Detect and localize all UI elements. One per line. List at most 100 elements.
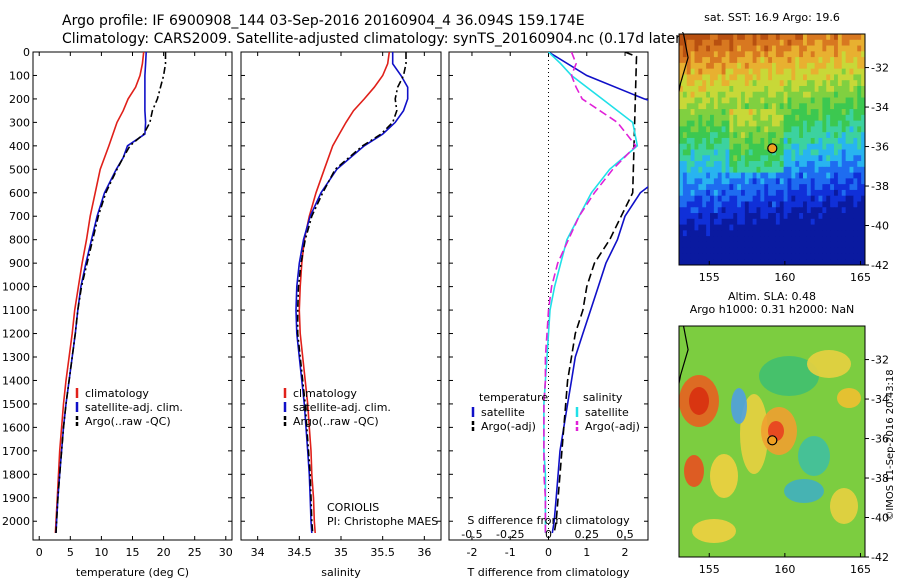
sst-cell xyxy=(764,236,769,243)
sst-cell xyxy=(768,259,773,265)
sst-cell xyxy=(717,143,723,150)
sst-cell xyxy=(845,39,850,46)
sst-cell xyxy=(779,143,785,150)
sst-cell xyxy=(841,57,847,64)
sst-cell xyxy=(729,166,734,174)
sst-cell xyxy=(779,120,785,127)
sst-cell xyxy=(764,103,769,110)
sst-cell xyxy=(845,241,850,249)
sst-cell xyxy=(744,132,750,139)
salinity-diff-tick-label: 0.5 xyxy=(616,528,634,541)
sst-cell xyxy=(803,259,808,265)
sst-cell xyxy=(721,178,726,185)
sst-cell xyxy=(837,213,843,220)
sst-cell xyxy=(686,91,692,98)
sst-cell xyxy=(682,68,688,75)
sst-cell xyxy=(706,236,711,243)
sst-cell xyxy=(818,91,823,98)
sst-cell xyxy=(772,97,777,104)
sst-cell xyxy=(764,80,769,87)
sla-blob xyxy=(731,388,747,424)
sst-cell xyxy=(686,120,692,127)
sst-cell xyxy=(737,259,742,265)
sst-cell xyxy=(679,224,684,231)
sst-cell xyxy=(806,201,812,208)
sst-cell xyxy=(853,120,858,127)
diff-xtick-label: 1 xyxy=(583,546,590,559)
sst-cell xyxy=(686,45,692,52)
sst-cell xyxy=(795,39,800,46)
sst-cell xyxy=(717,178,723,185)
sst-cell xyxy=(756,236,761,243)
sst-cell xyxy=(849,85,854,93)
sst-cell xyxy=(679,62,684,70)
sst-cell xyxy=(725,189,730,197)
sst-cell xyxy=(830,109,835,116)
sst-cell xyxy=(706,218,711,225)
argo-float-marker xyxy=(767,435,778,446)
sst-cell xyxy=(779,80,785,87)
sst-cell xyxy=(702,39,707,46)
sst-cell xyxy=(710,230,715,237)
sst-cell xyxy=(682,114,688,122)
sst-cell xyxy=(845,34,850,41)
sst-cell xyxy=(741,259,746,265)
sst-cell xyxy=(713,109,719,116)
sst-cell xyxy=(725,224,730,231)
sla-blob xyxy=(830,488,858,524)
sst-cell xyxy=(818,132,823,139)
sst-cell xyxy=(783,39,788,46)
sst-cell xyxy=(733,166,738,174)
sst-cell xyxy=(702,57,707,64)
sst-cell xyxy=(768,80,773,87)
sst-cell xyxy=(861,39,865,46)
sst-cell xyxy=(837,253,843,260)
sst-cell xyxy=(783,155,788,162)
sst-cell xyxy=(849,34,854,41)
sst-cell xyxy=(779,241,785,249)
sst-cell xyxy=(741,103,746,110)
sst-cell xyxy=(772,45,777,52)
sst-cell xyxy=(845,189,850,197)
sst-cell xyxy=(733,207,738,214)
sst-cell xyxy=(698,241,703,249)
sst-cell xyxy=(698,91,703,98)
sst-cell xyxy=(682,85,688,93)
sst-cell xyxy=(768,230,773,237)
sst-cell xyxy=(826,97,831,104)
sst-cell xyxy=(686,51,692,58)
sst-cell xyxy=(818,259,823,265)
sst-cell xyxy=(841,155,847,162)
sst-cell xyxy=(841,103,847,110)
sst-cell xyxy=(733,103,738,110)
sst-cell xyxy=(748,97,754,104)
sst-cell xyxy=(853,149,858,156)
sst-cell xyxy=(834,166,839,174)
sst-cell xyxy=(791,155,796,162)
sst-cell xyxy=(775,132,781,139)
sla-blob xyxy=(759,356,819,396)
sst-cell xyxy=(733,85,738,93)
sst-cell xyxy=(717,259,723,265)
sst-cell xyxy=(702,91,707,98)
depth-tick-label: 1800 xyxy=(2,468,30,481)
sst-cell xyxy=(861,201,865,208)
sst-cell xyxy=(686,161,692,168)
sst-cell xyxy=(791,207,796,214)
sst-cell xyxy=(799,74,804,81)
sst-cell xyxy=(775,126,781,133)
sst-cell xyxy=(779,253,785,260)
sst-cell xyxy=(725,218,730,225)
sst-cell xyxy=(803,207,808,214)
sst-cell xyxy=(752,97,757,104)
sst-cell xyxy=(717,91,723,98)
sst-cell xyxy=(694,51,699,58)
sst-cell xyxy=(837,155,843,162)
sst-cell xyxy=(857,259,862,265)
sst-cell xyxy=(779,218,785,225)
sst-cell xyxy=(721,166,726,174)
sst-cell xyxy=(772,137,777,145)
sst-cell xyxy=(733,68,738,75)
sst-cell xyxy=(702,149,707,156)
sst-cell xyxy=(679,137,684,145)
